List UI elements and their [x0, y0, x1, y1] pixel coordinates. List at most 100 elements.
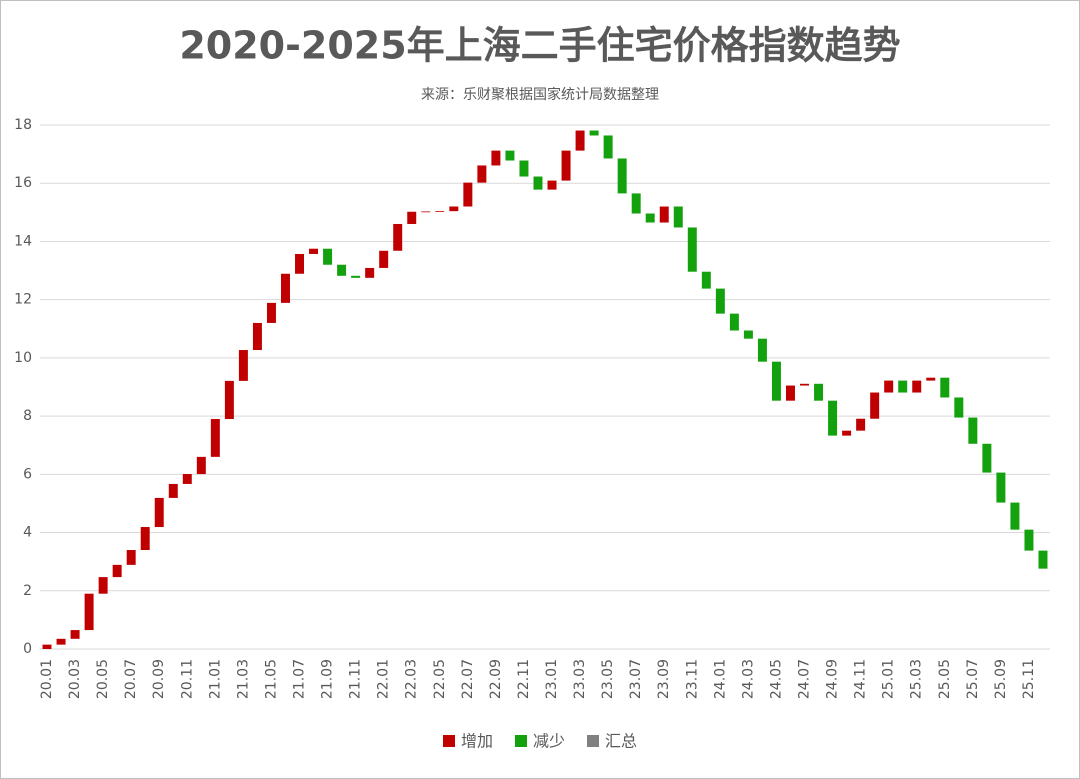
waterfall-bar [351, 275, 361, 278]
legend-swatch [587, 735, 599, 747]
waterfall-bar [968, 417, 978, 444]
waterfall-bar [463, 182, 473, 207]
waterfall-bar [940, 377, 950, 398]
waterfall-bar [617, 158, 627, 194]
x-tick-label: 25.07 [965, 659, 981, 699]
x-tick-label: 21.03 [235, 659, 251, 699]
x-tick-label: 24.11 [853, 659, 869, 699]
waterfall-bar [337, 264, 347, 276]
waterfall-bar [926, 377, 936, 381]
waterfall-bar [238, 350, 248, 381]
waterfall-bar [1038, 550, 1048, 569]
x-tick-label: 25.01 [881, 659, 897, 699]
y-tick-label: 14 [14, 233, 32, 249]
waterfall-bar [309, 248, 319, 254]
waterfall-bar [673, 206, 683, 228]
x-tick-label: 24.09 [825, 659, 841, 699]
y-tick-label: 18 [14, 117, 32, 133]
waterfall-bar [196, 456, 206, 475]
waterfall-bar [659, 206, 669, 223]
waterfall-bar [280, 273, 290, 303]
waterfall-bar [898, 380, 908, 393]
y-tick-label: 0 [23, 641, 32, 657]
waterfall-bar [491, 150, 501, 166]
y-tick-label: 12 [14, 292, 32, 308]
waterfall-bar [561, 150, 571, 181]
waterfall-bar [42, 644, 52, 649]
waterfall-bar [828, 400, 838, 436]
x-tick-label: 22.09 [488, 659, 504, 699]
waterfall-bar [421, 211, 431, 213]
waterfall-bar [379, 250, 389, 268]
waterfall-bar [477, 165, 487, 183]
legend-label: 增加 [461, 732, 493, 751]
waterfall-bar [70, 630, 80, 639]
waterfall-bar [771, 361, 781, 401]
x-tick-label: 23.05 [600, 659, 616, 699]
x-tick-label: 25.03 [909, 659, 925, 699]
waterfall-bar [785, 385, 795, 401]
x-tick-label: 21.07 [292, 659, 308, 699]
chart-title: 2020-2025年上海二手住宅价格指数趋势 [179, 24, 900, 68]
x-tick-label: 25.11 [1021, 659, 1037, 699]
waterfall-bar [589, 130, 599, 136]
x-tick-label: 22.01 [376, 659, 392, 699]
waterfall-bar [365, 267, 375, 278]
x-tick-label: 24.07 [797, 659, 813, 699]
legend-swatch [443, 735, 455, 747]
legend-label: 减少 [533, 732, 565, 751]
waterfall-bar [575, 130, 585, 151]
waterfall-bar [224, 380, 234, 420]
x-tick-label: 21.09 [320, 659, 336, 699]
x-tick-label: 23.11 [684, 659, 700, 699]
waterfall-bar [449, 206, 459, 212]
waterfall-bar [800, 383, 810, 386]
waterfall-bar [182, 474, 192, 484]
waterfall-bar [631, 193, 641, 214]
waterfall-bar [519, 160, 529, 177]
y-tick-label: 4 [23, 525, 32, 541]
x-tick-label: 24.01 [712, 659, 728, 699]
legend-swatch [515, 735, 527, 747]
x-tick-label: 22.07 [460, 659, 476, 699]
waterfall-bar [393, 223, 403, 251]
waterfall-bar [814, 383, 824, 401]
x-tick-label: 20.07 [123, 659, 139, 699]
x-tick-label: 20.09 [151, 659, 167, 699]
x-tick-label: 20.05 [95, 659, 111, 699]
waterfall-bar [505, 150, 515, 161]
waterfall-bar [252, 322, 262, 351]
x-tick-label: 24.03 [740, 659, 756, 699]
y-tick-label: 16 [14, 175, 32, 191]
y-tick-label: 10 [14, 350, 32, 366]
waterfall-bar [126, 550, 136, 565]
waterfall-bar [140, 527, 150, 551]
waterfall-bar [435, 211, 445, 212]
x-tick-label: 22.11 [516, 659, 532, 699]
waterfall-bar [715, 288, 725, 314]
x-tick-label: 21.01 [207, 659, 223, 699]
waterfall-bar [645, 213, 655, 223]
waterfall-bar [407, 211, 417, 224]
x-tick-label: 20.03 [67, 659, 83, 699]
waterfall-bar [98, 577, 108, 594]
waterfall-bar [743, 330, 753, 339]
x-tick-label: 23.09 [656, 659, 672, 699]
waterfall-bar [687, 227, 697, 272]
waterfall-bar [56, 638, 66, 645]
waterfall-bar [112, 564, 122, 578]
waterfall-bar [266, 302, 276, 323]
x-tick-label: 20.01 [39, 659, 55, 699]
waterfall-bar [533, 176, 543, 190]
waterfall-bar [701, 271, 711, 289]
x-tick-label: 21.11 [348, 659, 364, 699]
x-tick-label: 22.03 [404, 659, 420, 699]
waterfall-bar [870, 392, 880, 419]
waterfall-bar [295, 253, 305, 274]
waterfall-bar [842, 430, 852, 436]
waterfall-bar [729, 313, 739, 331]
x-tick-label: 23.03 [572, 659, 588, 699]
waterfall-bar [154, 497, 164, 528]
waterfall-bar [996, 472, 1006, 503]
